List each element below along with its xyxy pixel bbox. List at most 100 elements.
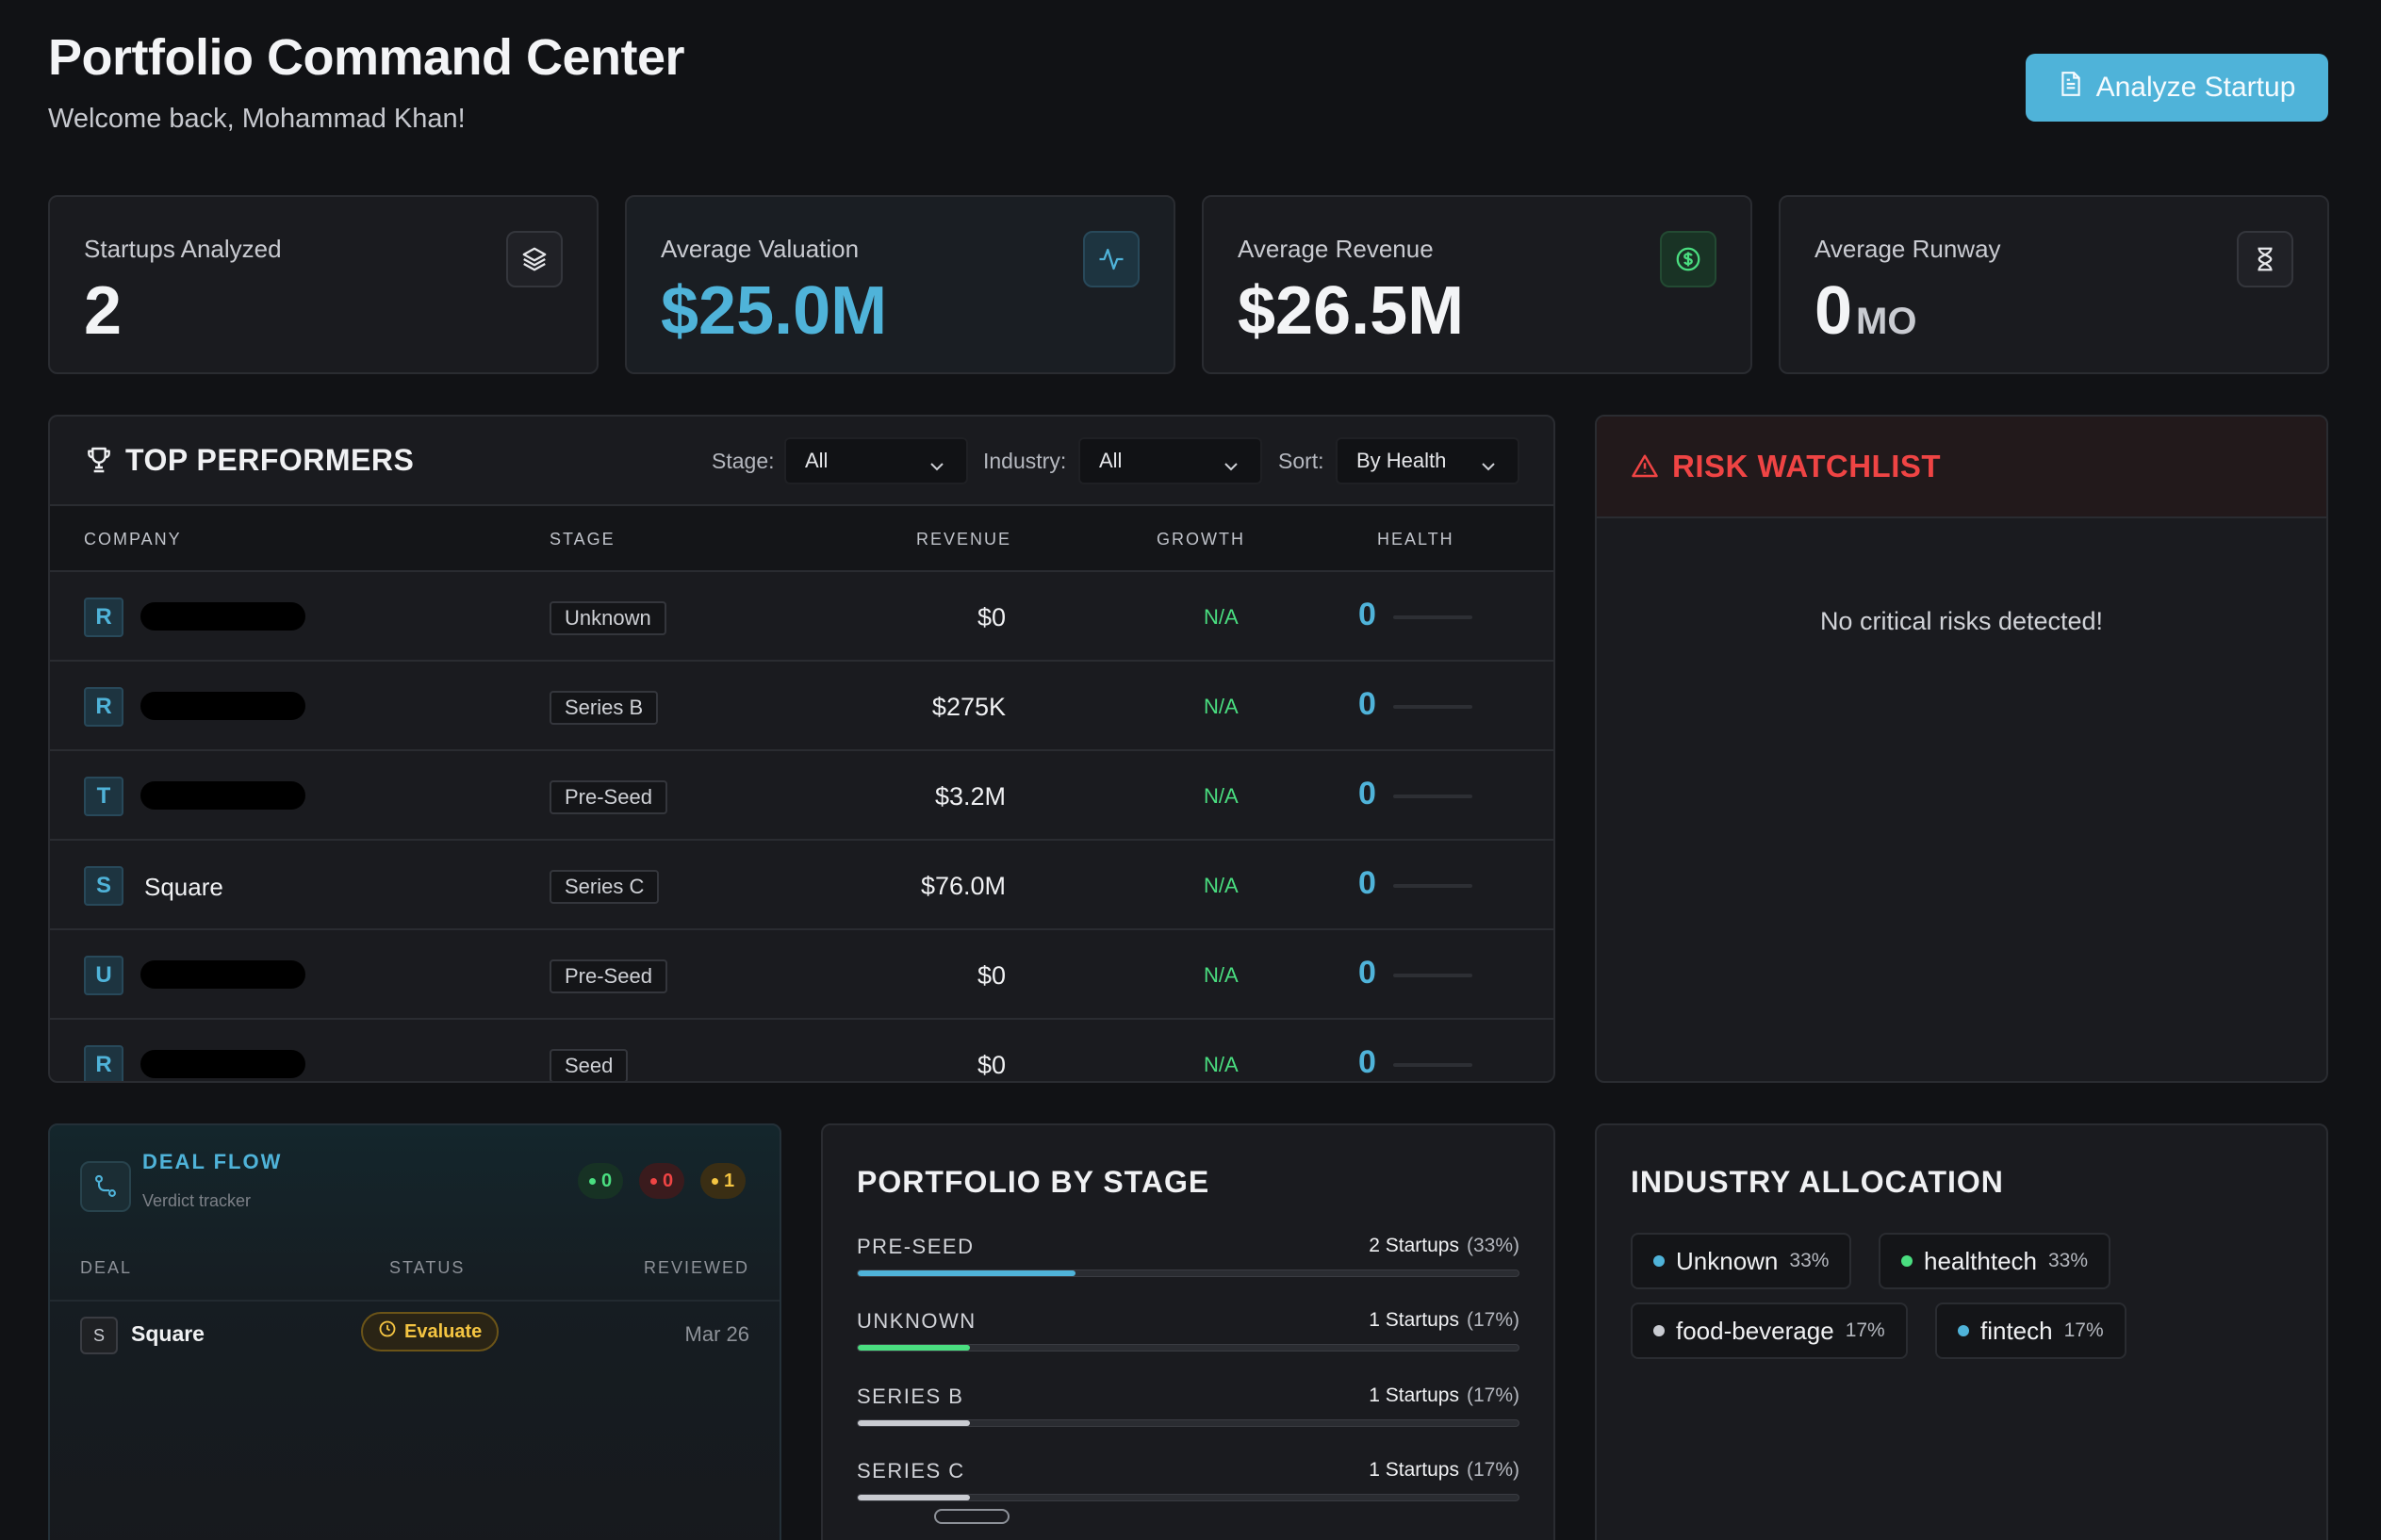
- kpi-label: Average Revenue: [1238, 235, 1434, 263]
- stage-percent: (17%): [1466, 1309, 1519, 1331]
- top-performers-panel: TOP PERFORMERS Stage: All Industry: All …: [48, 415, 1555, 1083]
- status-dot: [589, 1177, 596, 1185]
- dollar-circle-icon: [1660, 231, 1716, 287]
- warning-icon: [1631, 452, 1659, 485]
- kpi-value: 0 MO: [1814, 272, 1916, 350]
- health-score: 0: [1358, 776, 1376, 811]
- stage-progress-fill: [858, 1495, 971, 1500]
- column-header-growth[interactable]: GROWTH: [1157, 530, 1245, 549]
- reviewed-date: Mar 26: [684, 1322, 749, 1346]
- table-row[interactable]: U Pre-Seed $0 N/A 0: [50, 930, 1553, 1020]
- risk-watchlist-panel: RISK WATCHLIST No critical risks detecte…: [1595, 415, 2328, 1083]
- risk-watchlist-title: RISK WATCHLIST: [1672, 449, 1942, 483]
- clock-icon: [378, 1319, 397, 1344]
- table-row[interactable]: R Seed $0 N/A 0: [50, 1020, 1553, 1081]
- table-row[interactable]: R Series B $275K N/A 0: [50, 662, 1553, 751]
- industry-chip[interactable]: fintech 17%: [1935, 1302, 2126, 1359]
- analyze-startup-button[interactable]: Analyze Startup: [2026, 54, 2328, 122]
- growth-value: N/A: [1204, 605, 1239, 629]
- stage-count: 1 Startups (17%): [1369, 1459, 1519, 1482]
- revenue-value: $76.0M: [920, 872, 1006, 900]
- company-name[interactable]: Square: [144, 873, 223, 901]
- industry-allocation-title: INDUSTRY ALLOCATION: [1631, 1165, 2004, 1199]
- column-header-revenue[interactable]: REVENUE: [916, 530, 1012, 549]
- stage-label: SERIES B: [857, 1384, 964, 1408]
- industry-chip[interactable]: food-beverage 17%: [1631, 1302, 1908, 1359]
- stage-percent: (17%): [1466, 1384, 1519, 1406]
- industry-dot: [1653, 1325, 1665, 1336]
- table-row[interactable]: R Unknown $0 N/A 0: [50, 572, 1553, 662]
- stage-progress-track: [857, 1270, 1519, 1277]
- deal-column-reviewed: REVIEWED: [643, 1258, 749, 1277]
- kpi-label: Startups Analyzed: [84, 235, 282, 263]
- scroll-indicator[interactable]: [934, 1509, 1010, 1524]
- stage-count-text: 1 Startups: [1369, 1309, 1459, 1331]
- redacted-company-name: [140, 960, 305, 989]
- sort-select[interactable]: By Health: [1336, 437, 1519, 484]
- document-icon: [2059, 71, 2083, 105]
- stage-progress-fill: [858, 1345, 971, 1351]
- stage-badge: Series B: [550, 691, 659, 725]
- approved-count-badge: 0: [578, 1163, 624, 1199]
- industry-dot: [1901, 1255, 1913, 1267]
- table-header: COMPANY STAGE REVENUE GROWTH HEALTH: [50, 506, 1553, 572]
- redacted-company-name: [140, 692, 305, 720]
- table-row[interactable]: S Square Series C $76.0M N/A 0: [50, 841, 1553, 930]
- growth-value: N/A: [1204, 1053, 1239, 1076]
- stage-progress-track: [857, 1419, 1519, 1427]
- industry-allocation-panel: INDUSTRY ALLOCATION Unknown 33% healthtech…: [1595, 1123, 2328, 1540]
- stage-badge: Pre-Seed: [550, 780, 667, 814]
- stage-progress-fill: [858, 1420, 971, 1426]
- stage-filter-select[interactable]: All: [784, 437, 968, 484]
- stage-badge: Pre-Seed: [550, 959, 667, 993]
- status-dot: [650, 1177, 657, 1185]
- industry-filter-select[interactable]: All: [1078, 437, 1262, 484]
- stage-label: UNKNOWN: [857, 1309, 977, 1333]
- health-bar: [1393, 615, 1472, 619]
- industry-filter-label: Industry:: [983, 449, 1067, 473]
- column-header-company[interactable]: COMPANY: [84, 530, 182, 549]
- growth-value: N/A: [1204, 784, 1239, 808]
- redacted-company-name: [140, 602, 305, 631]
- growth-value: N/A: [1204, 963, 1239, 987]
- avatar: U: [84, 956, 123, 995]
- industry-filter-value: All: [1099, 449, 1123, 472]
- column-header-health[interactable]: HEALTH: [1377, 530, 1454, 549]
- stage-label: PRE-SEED: [857, 1235, 975, 1258]
- status-label: Evaluate: [404, 1320, 483, 1342]
- kpi-label: Average Valuation: [661, 235, 860, 263]
- health-bar: [1393, 1063, 1472, 1067]
- kpi-value: 2: [84, 273, 123, 349]
- health-score: 0: [1358, 955, 1376, 991]
- stage-percent: (17%): [1466, 1459, 1519, 1481]
- health-score: 0: [1358, 1044, 1376, 1080]
- approved-count: 0: [601, 1170, 613, 1191]
- layers-icon: [506, 231, 563, 287]
- kpi-value: $25.0M: [661, 273, 888, 349]
- git-branch-icon: [80, 1161, 131, 1212]
- status-badge: Evaluate: [361, 1312, 500, 1352]
- evaluate-count: 1: [724, 1170, 735, 1191]
- stage-badge: Seed: [550, 1049, 629, 1081]
- deal-flow-panel: DEAL FLOW Verdict tracker 0 0 1 DEAL STA…: [48, 1123, 781, 1540]
- kpi-value: $26.5M: [1238, 273, 1465, 349]
- industry-name: fintech: [1980, 1316, 2053, 1345]
- column-header-stage[interactable]: STAGE: [550, 530, 616, 549]
- kpi-average-revenue: Average Revenue $26.5M: [1202, 195, 1752, 374]
- deal-flow-title: DEAL FLOW: [142, 1150, 283, 1173]
- revenue-value: $0: [977, 603, 1006, 631]
- deal-column-deal: DEAL: [80, 1258, 133, 1277]
- risk-empty-message: No critical risks detected!: [1819, 607, 2104, 635]
- portfolio-by-stage-panel: PORTFOLIO BY STAGE PRE-SEED 2 Startups (33…: [821, 1123, 1555, 1540]
- industry-chip[interactable]: Unknown 33%: [1631, 1233, 1852, 1289]
- revenue-value: $0: [977, 1051, 1006, 1079]
- stage-progress-fill: [858, 1270, 1076, 1276]
- health-bar: [1393, 705, 1472, 709]
- health-score: 0: [1358, 597, 1376, 632]
- deal-name[interactable]: Square: [131, 1321, 205, 1346]
- table-row[interactable]: T Pre-Seed $3.2M N/A 0: [50, 751, 1553, 841]
- rejected-count-badge: 0: [639, 1163, 685, 1199]
- analyze-startup-label: Analyze Startup: [2095, 72, 2296, 103]
- industry-chip[interactable]: healthtech 33%: [1879, 1233, 2111, 1289]
- stage-count-text: 1 Startups: [1369, 1384, 1459, 1406]
